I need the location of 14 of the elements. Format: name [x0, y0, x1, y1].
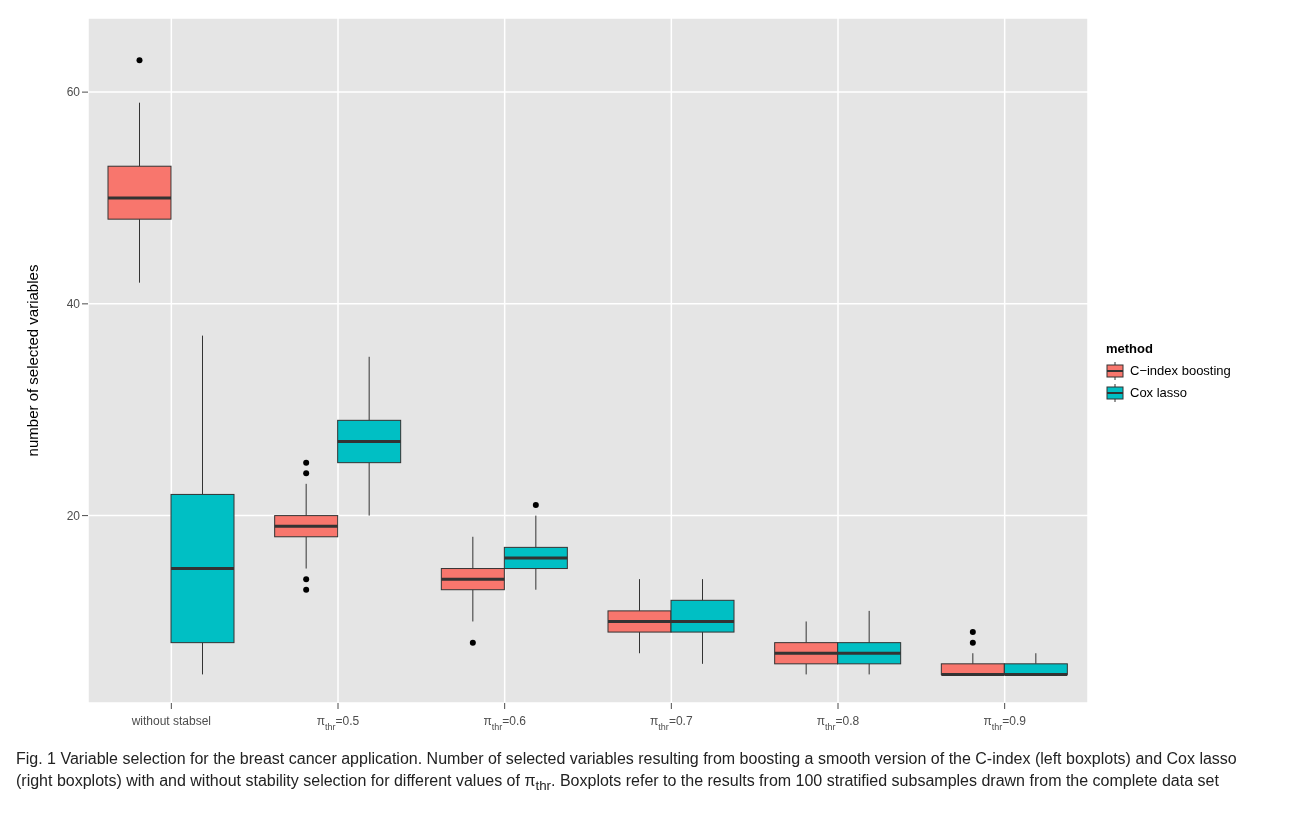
y-tick-label: 20: [66, 508, 81, 523]
x-tick-label: π$_{thr}$=0.5: [316, 714, 360, 732]
legend-label: Cox lasso: [1130, 385, 1188, 400]
x-tick-label: π$_{thr}$=0.8: [816, 714, 860, 732]
y-tick-label: 60: [66, 85, 81, 100]
x-tick-label: without stabsel: [130, 714, 212, 728]
legend-title: method: [1106, 340, 1154, 356]
x-tick-label: π$_{thr}$=0.6: [483, 714, 527, 732]
legend-label: C−index boosting: [1130, 363, 1231, 378]
y-tick-label: 40: [66, 297, 81, 312]
x-tick-label: π$_{thr}$=0.7: [650, 714, 693, 732]
caption: Fig. 1 Variable selection for the breast cancer application. Number of selected variables resulting from boosting a smooth version of the C-index (left boxplots) and Cox lasso (right boxplots) with and without stability selection for different values of π$_{thr}$. Boxplots refer to the results from 100 stratified subsamples drawn from the complete data set: [15, 749, 1238, 796]
x-tick-label: π$_{thr}$=0.9: [983, 714, 1027, 732]
y-axis-title: number of selected variables: [24, 264, 42, 457]
